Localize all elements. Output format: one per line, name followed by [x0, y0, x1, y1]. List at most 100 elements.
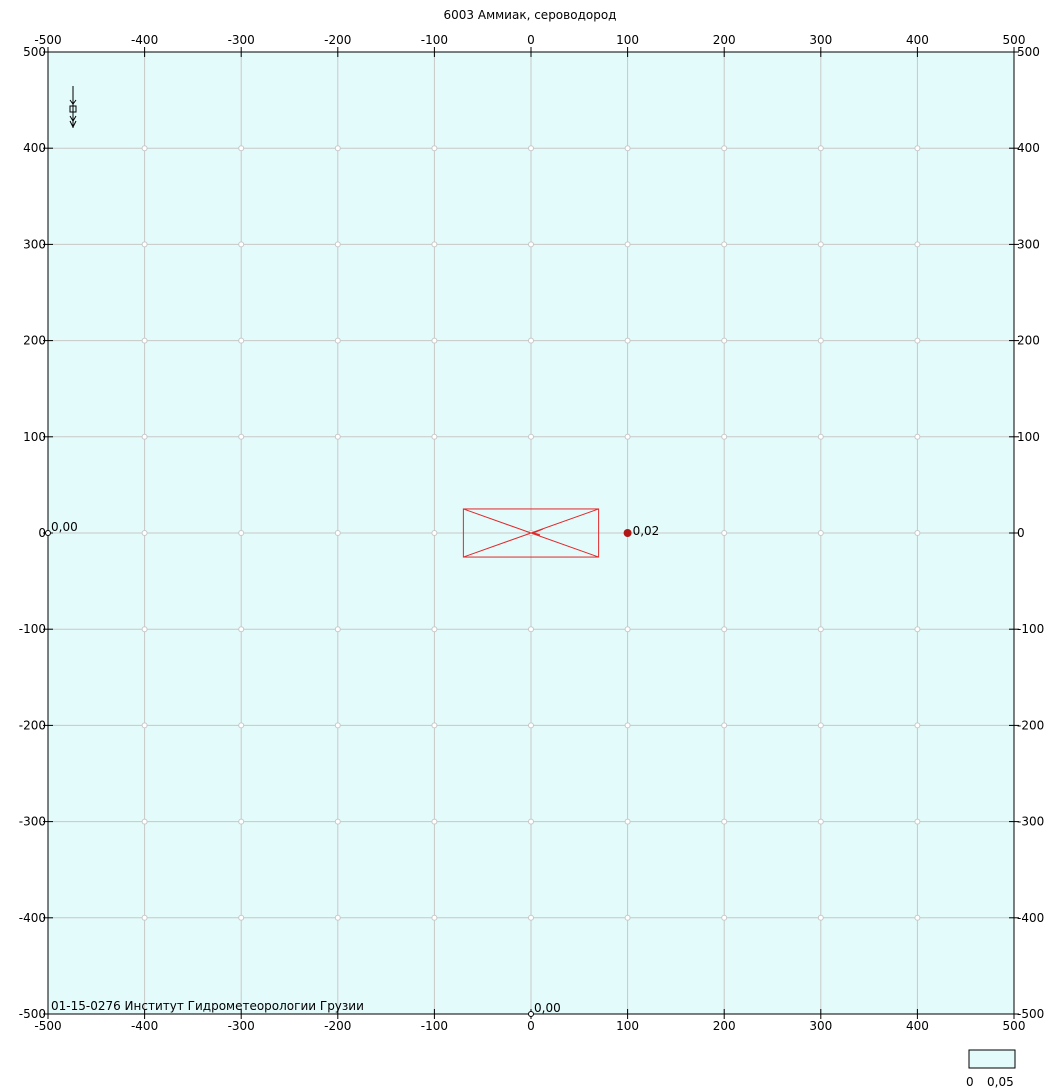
grid-node [334, 337, 341, 344]
chart-title: 6003 Аммиак, сероводород [444, 8, 617, 22]
x-tick-label-top: -300 [228, 33, 255, 47]
grid-node [334, 433, 341, 440]
grid-node [914, 818, 921, 825]
grid-node [721, 530, 728, 536]
grid-node [914, 626, 921, 633]
x-tick-label-bottom: -200 [324, 1019, 351, 1033]
grid-node [431, 337, 438, 344]
y-tick-label-left: 500 [23, 45, 46, 59]
x-tick-label-top: -400 [131, 33, 158, 47]
y-ticks-right: -500 -400 -300 -200 -100 0 100 200 300 400 500 [1009, 45, 1044, 1021]
grid-node [817, 914, 824, 921]
grid-node [528, 433, 534, 440]
grid-node [334, 145, 341, 152]
grid-node [528, 145, 534, 152]
y-tick-label-right: 100 [1017, 430, 1040, 444]
y-ticks-left: -500 -400 -300 -200 -100 0 100 200 300 400 500 [19, 45, 53, 1021]
grid-node [431, 530, 438, 536]
receptor-point [623, 529, 632, 537]
y-tick-label-right: 500 [1017, 45, 1040, 59]
y-tick-label-left: -100 [19, 622, 46, 636]
grid-node [431, 145, 438, 152]
grid-node [528, 241, 534, 248]
grid-node [721, 626, 728, 633]
grid-node [817, 626, 824, 633]
y-tick-label-left: -200 [19, 718, 46, 732]
grid-node [624, 818, 631, 825]
grid-node [238, 626, 245, 633]
grid-node [238, 914, 245, 921]
x-tick-label-top: 400 [906, 33, 929, 47]
grid-node [817, 337, 824, 344]
x-tick-label-bottom: 200 [713, 1019, 736, 1033]
y-tick-label-right: -400 [1017, 911, 1044, 925]
y-tick-label-right: 200 [1017, 334, 1040, 348]
grid-node [141, 241, 148, 248]
grid-node [914, 722, 921, 729]
x-tick-label-top: 500 [1003, 33, 1026, 47]
y-tick-label-left: 400 [23, 141, 46, 155]
grid-node [141, 818, 148, 825]
legend-swatch [968, 1049, 1016, 1069]
grid-node [141, 914, 148, 921]
x-tick-label-top: -200 [324, 33, 351, 47]
source-diagonal [463, 508, 599, 558]
grid-node [431, 914, 438, 921]
grid-node [914, 337, 921, 344]
grid-node [817, 530, 824, 536]
x-tick-label-top: 200 [713, 33, 736, 47]
grid-node [238, 337, 245, 344]
grid-node [624, 337, 631, 344]
y-tick-label-left: 300 [23, 237, 46, 251]
x-ticks-bottom: -500 -400 -300 -200 -100 0 100 200 300 400 500 [34, 1009, 1025, 1033]
grid-node [141, 722, 148, 729]
grid-node [624, 241, 631, 248]
legend-min-label: 0 [966, 1075, 974, 1089]
grid-node [238, 530, 245, 536]
grid-node [817, 433, 824, 440]
x-tick-label-bottom: 500 [1003, 1019, 1026, 1033]
y-tick-label-right: -200 [1017, 718, 1044, 732]
grid-node [624, 626, 631, 633]
grid-node [624, 722, 631, 729]
grid-node [914, 145, 921, 152]
grid-node [721, 818, 728, 825]
y-tick-label-left: 200 [23, 334, 46, 348]
y-tick-label-right: -100 [1017, 622, 1044, 636]
data-marks: 0,02 0,00 0,00 [45, 508, 659, 1017]
x-tick-label-bottom: 100 [616, 1019, 639, 1033]
grid-node [238, 818, 245, 825]
grid-node [334, 722, 341, 729]
x-tick-label-top: -100 [421, 33, 448, 47]
y-tick-label-right: 300 [1017, 237, 1040, 251]
grid-node [528, 722, 534, 729]
grid-node [141, 145, 148, 152]
grid-node [914, 433, 921, 440]
x-tick-label-bottom: 400 [906, 1019, 929, 1033]
grid-node [624, 145, 631, 152]
grid-node [914, 530, 921, 536]
grid-node [334, 914, 341, 921]
x-tick-label-bottom: -300 [228, 1019, 255, 1033]
edge-point-label: 0,00 [51, 520, 78, 534]
y-tick-label-left: -400 [19, 911, 46, 925]
grid-node [914, 241, 921, 248]
grid-node [238, 145, 245, 152]
grid-node [238, 433, 245, 440]
wind-arrow-icon [532, 528, 544, 536]
legend-max-label: 0,05 [987, 1075, 1014, 1089]
edge-point-label: 0,00 [534, 1001, 561, 1015]
grid-node [721, 241, 728, 248]
x-tick-label-bottom: 0 [527, 1019, 535, 1033]
x-tick-label-bottom: -400 [131, 1019, 158, 1033]
grid-node [624, 914, 631, 921]
grid-node [721, 145, 728, 152]
y-tick-label-right: 0 [1017, 526, 1025, 540]
footer-credit: 01-15-0276 Институт Гидрометеорологии Гр… [51, 999, 364, 1013]
grid-node [817, 145, 824, 152]
grid-node [528, 914, 534, 921]
emission-source-rect [462, 508, 600, 558]
grid-node [431, 626, 438, 633]
x-tick-label-bottom: -100 [421, 1019, 448, 1033]
grid-node [141, 530, 148, 536]
